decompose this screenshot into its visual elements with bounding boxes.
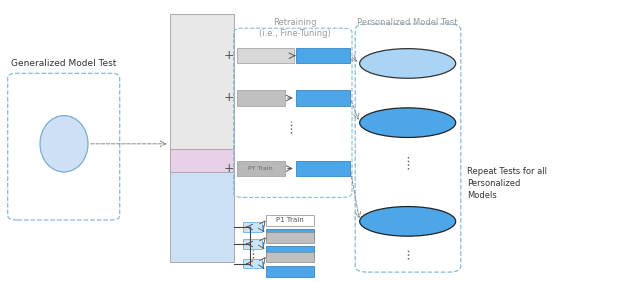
- Text: PY Train: PY Train: [248, 166, 273, 171]
- Bar: [237, 161, 285, 176]
- Bar: [237, 90, 285, 106]
- Text: P1 Train: P1 Train: [276, 217, 303, 223]
- Ellipse shape: [360, 49, 456, 78]
- Bar: [170, 14, 234, 149]
- Bar: [170, 172, 234, 262]
- Text: +: +: [224, 162, 234, 175]
- Bar: [266, 246, 314, 257]
- Ellipse shape: [360, 206, 456, 236]
- Bar: [266, 266, 314, 277]
- Text: Personalized Model Test: Personalized Model Test: [357, 18, 458, 27]
- Ellipse shape: [40, 116, 88, 172]
- Bar: [296, 161, 350, 176]
- Bar: [296, 90, 350, 106]
- Bar: [266, 215, 314, 226]
- Bar: [243, 222, 262, 232]
- Bar: [243, 239, 262, 249]
- Bar: [170, 149, 234, 172]
- Bar: [266, 229, 314, 240]
- Bar: [266, 252, 314, 262]
- Bar: [266, 232, 314, 243]
- Text: +: +: [224, 49, 234, 62]
- Text: Generalized Model Test: Generalized Model Test: [11, 59, 116, 68]
- Bar: [237, 48, 294, 63]
- Bar: [243, 259, 262, 268]
- Ellipse shape: [360, 108, 456, 138]
- Bar: [296, 48, 350, 63]
- Text: Retraining
(i.e., Fine-Tuning): Retraining (i.e., Fine-Tuning): [259, 18, 330, 38]
- Text: Repeat Tests for all
Personalized
Models: Repeat Tests for all Personalized Models: [467, 167, 547, 200]
- Text: +: +: [224, 91, 234, 105]
